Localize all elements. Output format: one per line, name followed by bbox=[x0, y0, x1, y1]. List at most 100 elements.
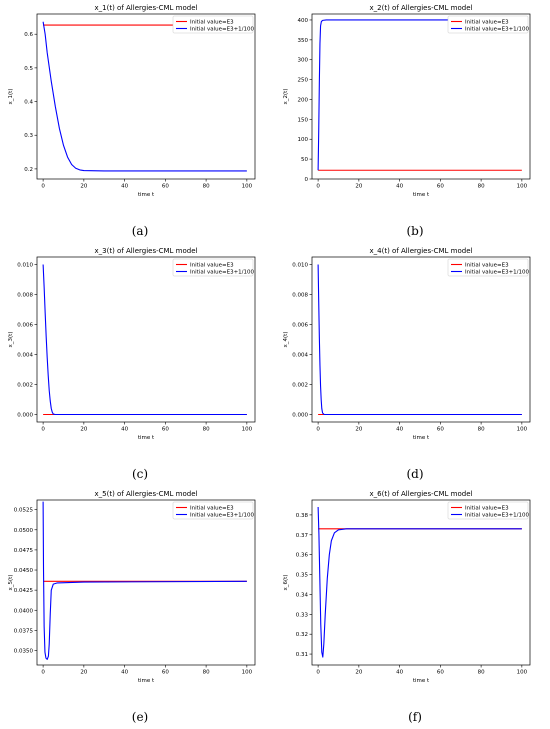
legend-label: Initial value=E3 bbox=[465, 20, 509, 26]
legend-label: Initial value=E3 bbox=[465, 506, 509, 512]
legend-label: Initial value=E3 bbox=[190, 263, 234, 269]
x-tick-label: 60 bbox=[162, 670, 169, 676]
panel-caption: (c) bbox=[131, 467, 149, 481]
x-tick-label: 100 bbox=[242, 184, 253, 190]
panel-caption: (d) bbox=[406, 467, 424, 481]
y-tick-label: 300 bbox=[298, 58, 309, 64]
legend-label: Initial value=E3+1/100 bbox=[190, 270, 255, 276]
x-tick-label: 40 bbox=[121, 427, 128, 433]
y-tick-label: 0.004 bbox=[17, 353, 33, 359]
plot-frame bbox=[311, 499, 531, 666]
plot-frame bbox=[36, 499, 256, 666]
x-tick-label: 40 bbox=[396, 427, 403, 433]
chart-title: x_3(t) of Allergies-CML model bbox=[95, 247, 198, 255]
legend-label: Initial value=E3+1/100 bbox=[190, 27, 255, 33]
chart-title: x_6(t) of Allergies-CML model bbox=[370, 490, 473, 498]
series-group bbox=[42, 21, 247, 172]
x-axis-label: time t bbox=[413, 192, 430, 198]
chart-title: x_5(t) of Allergies-CML model bbox=[95, 490, 198, 498]
y-tick-label: 200 bbox=[298, 97, 309, 103]
legend-box bbox=[172, 15, 254, 34]
y-tick-label: 0.008 bbox=[17, 293, 33, 299]
y-tick-label: 100 bbox=[298, 137, 309, 143]
legend-box bbox=[447, 501, 529, 520]
series-line-e3-plus bbox=[317, 19, 522, 171]
x-tick-label: 0 bbox=[41, 670, 45, 676]
x-tick-label: 60 bbox=[162, 427, 169, 433]
y-tick-label: 0.3 bbox=[24, 133, 33, 139]
legend-label: Initial value=E3 bbox=[190, 20, 234, 26]
legend-box bbox=[172, 258, 254, 277]
y-tick-label: 0.0400 bbox=[14, 608, 34, 614]
y-tick-label: 0.0375 bbox=[14, 628, 34, 634]
x-tick-label: 40 bbox=[396, 670, 403, 676]
legend-label: Initial value=E3+1/100 bbox=[465, 27, 530, 33]
x-tick-label: 20 bbox=[80, 184, 87, 190]
y-tick-label: 0.004 bbox=[292, 353, 308, 359]
y-tick-label: 0.010 bbox=[292, 263, 308, 269]
plot-frame bbox=[311, 256, 531, 423]
line-chart: x_3(t) of Allergies-CML model 0 20 40 60 80 10… bbox=[8, 247, 256, 441]
series-group bbox=[42, 264, 247, 416]
x-tick-label: 20 bbox=[80, 427, 87, 433]
y-tick-label: 0.0475 bbox=[14, 548, 34, 554]
x-tick-label: 0 bbox=[41, 184, 45, 190]
y-tick-label: 0.33 bbox=[296, 612, 309, 618]
chart-title: x_2(t) of Allergies-CML model bbox=[370, 4, 473, 12]
y-tick-label: 0.0425 bbox=[14, 588, 34, 594]
x-tick-label: 40 bbox=[121, 184, 128, 190]
plot-frame bbox=[311, 13, 531, 180]
legend-label: Initial value=E3 bbox=[190, 506, 234, 512]
series-line-e3-plus bbox=[317, 506, 522, 658]
line-chart: x_6(t) of Allergies-CML model 0 20 40 60 80 10… bbox=[283, 490, 531, 684]
x-axis-label: time t bbox=[413, 435, 430, 441]
x-tick-label: 0 bbox=[41, 427, 45, 433]
x-tick-label: 100 bbox=[517, 184, 528, 190]
chart-title: x_1(t) of Allergies-CML model bbox=[95, 4, 198, 12]
x-tick-label: 20 bbox=[80, 670, 87, 676]
chart-panel-b: x_2(t) of Allergies-CML model 0 20 40 60 80 10… bbox=[280, 0, 550, 243]
x-tick-label: 40 bbox=[121, 670, 128, 676]
y-tick-label: 0.008 bbox=[292, 293, 308, 299]
chart-panel-d: x_4(t) of Allergies-CML model 0 20 40 60 80 10… bbox=[280, 243, 550, 486]
x-tick-label: 0 bbox=[316, 184, 320, 190]
legend-label: Initial value=E3+1/100 bbox=[465, 513, 530, 519]
y-tick-label: 0.37 bbox=[296, 533, 309, 539]
x-tick-label: 40 bbox=[396, 184, 403, 190]
line-chart: x_2(t) of Allergies-CML model 0 20 40 60 80 10… bbox=[283, 4, 531, 198]
chart-panel-e: x_5(t) of Allergies-CML model 0 20 40 60 80 10… bbox=[5, 486, 275, 729]
x-tick-label: 100 bbox=[242, 427, 253, 433]
series-line-e3-plus bbox=[317, 264, 522, 416]
y-tick-label: 0.006 bbox=[292, 323, 308, 329]
x-tick-label: 60 bbox=[437, 184, 444, 190]
panel-caption: (e) bbox=[131, 710, 149, 724]
x-tick-label: 60 bbox=[162, 184, 169, 190]
y-tick-label: 50 bbox=[301, 157, 308, 163]
y-tick-label: 0.2 bbox=[24, 167, 33, 173]
x-tick-label: 80 bbox=[203, 670, 210, 676]
y-axis-label: x_6(t) bbox=[283, 575, 289, 591]
y-tick-label: 0.006 bbox=[17, 323, 33, 329]
x-tick-label: 20 bbox=[355, 427, 362, 433]
y-tick-label: 0.6 bbox=[24, 32, 33, 38]
x-tick-label: 80 bbox=[203, 184, 210, 190]
y-tick-label: 0.0450 bbox=[14, 568, 34, 574]
y-tick-label: 0.32 bbox=[296, 632, 308, 638]
series-line-e3-plus bbox=[42, 501, 247, 660]
y-tick-label: 0.002 bbox=[17, 383, 33, 389]
y-tick-label: 0.5 bbox=[24, 66, 33, 72]
plot-frame bbox=[36, 256, 256, 423]
y-tick-label: 0.010 bbox=[17, 263, 33, 269]
y-axis-label: x_5(t) bbox=[8, 575, 14, 591]
panel-caption: (b) bbox=[406, 224, 424, 238]
x-tick-label: 20 bbox=[355, 670, 362, 676]
panel-caption: (a) bbox=[131, 224, 149, 238]
chart-panel-f: x_6(t) of Allergies-CML model 0 20 40 60 80 10… bbox=[280, 486, 550, 729]
y-tick-label: 0.000 bbox=[17, 413, 33, 419]
x-tick-label: 20 bbox=[355, 184, 362, 190]
y-axis-label: x_2(t) bbox=[283, 89, 289, 105]
y-tick-label: 0.0350 bbox=[14, 649, 34, 655]
legend-box bbox=[447, 15, 529, 34]
y-tick-label: 0.002 bbox=[292, 383, 308, 389]
x-tick-label: 100 bbox=[242, 670, 253, 676]
